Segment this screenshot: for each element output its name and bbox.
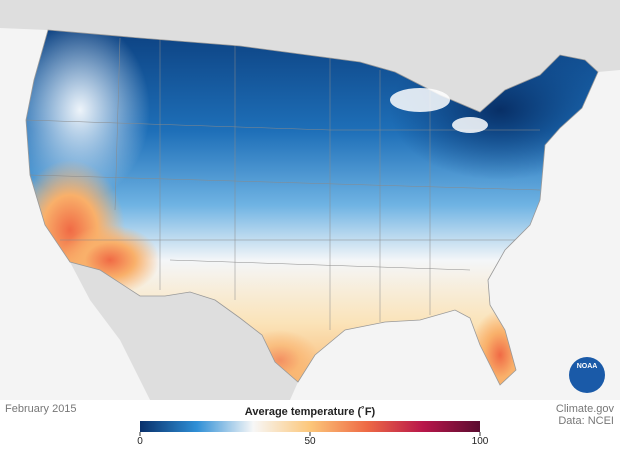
noaa-logo (569, 357, 605, 393)
tick-label: 100 (472, 436, 489, 447)
source-credit: Data: NCEI (558, 415, 614, 427)
mexico (70, 262, 298, 400)
canada (0, 0, 620, 112)
color-bar (140, 421, 480, 432)
site-credit: Climate.gov (556, 403, 615, 415)
logo-text: NOAA (577, 363, 598, 370)
date-label: February 2015 (5, 403, 77, 415)
great-lakes (452, 117, 488, 133)
tick-label: 0 (137, 436, 143, 447)
great-lakes (390, 88, 450, 112)
tick-label: 50 (304, 436, 316, 447)
legend-title: Average temperature (˚F) (245, 406, 376, 418)
state-borders (26, 37, 541, 330)
